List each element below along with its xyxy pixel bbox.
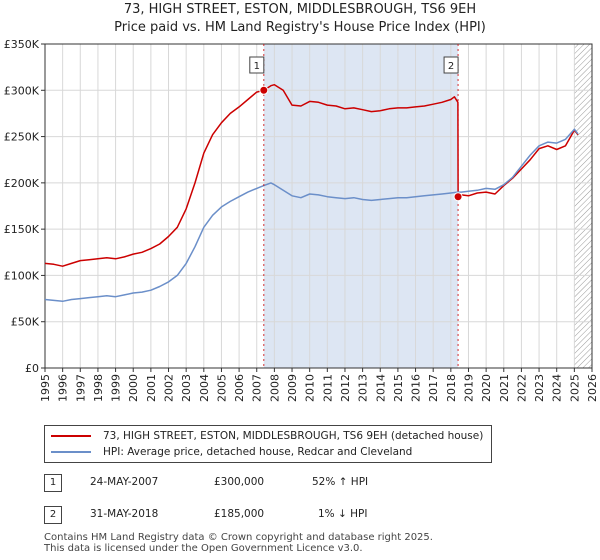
x-tick-label: 2009 bbox=[286, 374, 299, 402]
transaction-hpi-1: 52% ↑ HPI bbox=[312, 476, 369, 488]
chart-subtitle: Price paid vs. HM Land Registry's House … bbox=[114, 20, 486, 35]
x-tick-label: 2019 bbox=[462, 374, 475, 402]
x-tick-label: 2015 bbox=[392, 374, 405, 402]
legend: 73, HIGH STREET, ESTON, MIDDLESBROUGH, T… bbox=[44, 425, 492, 463]
y-tick-label: £200K bbox=[4, 177, 40, 190]
y-tick-label: £250K bbox=[4, 131, 40, 144]
x-tick-label: 2012 bbox=[339, 374, 352, 402]
x-tick-label: 2017 bbox=[427, 374, 440, 402]
x-tick-label: 2025 bbox=[568, 374, 581, 402]
y-tick-label: £100K bbox=[4, 269, 40, 282]
plot-frame bbox=[44, 43, 593, 369]
sale-label-box-2 bbox=[443, 56, 459, 74]
x-tick-label: 2000 bbox=[127, 374, 140, 402]
x-tick-label: 2026 bbox=[586, 374, 599, 402]
x-tick-label: 2016 bbox=[410, 374, 423, 402]
transaction-price-2: £185,000 bbox=[214, 508, 265, 520]
transaction-hpi-2: 1% ↓ HPI bbox=[318, 508, 368, 520]
x-tick-label: 2003 bbox=[180, 374, 193, 402]
transaction-price-1: £300,000 bbox=[214, 476, 265, 488]
x-tick-label: 2018 bbox=[445, 374, 458, 402]
x-tick-label: 2006 bbox=[233, 374, 246, 402]
shaded-range-2 bbox=[574, 44, 592, 368]
x-tick-label: 2020 bbox=[480, 374, 493, 402]
x-tick-label: 2022 bbox=[515, 374, 528, 402]
transaction-marker-1: 1 bbox=[44, 474, 62, 492]
sale-label-2: 2 bbox=[448, 61, 454, 72]
sale-point-2 bbox=[453, 192, 463, 202]
y-tick-label: £350K bbox=[4, 38, 40, 51]
x-tick-label: 2004 bbox=[198, 374, 211, 402]
x-tick-label: 1999 bbox=[110, 374, 123, 402]
transaction-date-1: 24-MAY-2007 bbox=[90, 476, 159, 488]
x-tick-label: 2005 bbox=[215, 374, 228, 402]
y-tick-label: £150K bbox=[4, 223, 40, 236]
legend-label-property: 73, HIGH STREET, ESTON, MIDDLESBROUGH, T… bbox=[103, 430, 484, 442]
legend-label-hpi: HPI: Average price, detached house, Redc… bbox=[103, 446, 413, 458]
x-tick-label: 2002 bbox=[163, 374, 176, 402]
x-tick-label: 2024 bbox=[551, 374, 564, 402]
legend-swatch-red bbox=[51, 435, 91, 437]
sale-label-1: 1 bbox=[254, 61, 260, 72]
footer-copyright: Contains HM Land Registry data © Crown c… bbox=[44, 532, 433, 543]
y-tick-label: £50K bbox=[11, 316, 40, 329]
series-line-property bbox=[44, 83, 579, 267]
transaction-marker-2: 2 bbox=[44, 506, 62, 524]
footer-licence: This data is licensed under the Open Gov… bbox=[44, 543, 363, 554]
x-tick-label: 2010 bbox=[304, 374, 317, 402]
x-tick-label: 2011 bbox=[321, 374, 334, 402]
legend-swatch-blue bbox=[51, 451, 91, 453]
x-tick-label: 2013 bbox=[357, 374, 370, 402]
x-tick-label: 2021 bbox=[498, 374, 511, 402]
y-tick-label: £0 bbox=[25, 362, 39, 375]
price-chart: 1995 1996 1997 1998 1999 2000 2001 2002 2003 2004… bbox=[4, 38, 599, 402]
x-tick-label: 2008 bbox=[268, 374, 281, 402]
shaded-range-1 bbox=[263, 44, 459, 368]
series-line-hpi bbox=[44, 128, 579, 303]
legend-item-property: 73, HIGH STREET, ESTON, MIDDLESBROUGH, T… bbox=[51, 428, 483, 444]
y-tick-label: £300K bbox=[4, 84, 40, 97]
chart-title: 73, HIGH STREET, ESTON, MIDDLESBROUGH, T… bbox=[123, 2, 477, 17]
x-tick-label: 1997 bbox=[74, 374, 87, 402]
x-tick-label: 1998 bbox=[92, 374, 105, 402]
transaction-date-2: 31-MAY-2018 bbox=[90, 508, 159, 520]
legend-item-hpi: HPI: Average price, detached house, Redc… bbox=[51, 444, 412, 460]
x-tick-label: 2007 bbox=[251, 374, 264, 402]
x-tick-label: 1995 bbox=[39, 374, 52, 402]
x-tick-label: 2014 bbox=[374, 374, 387, 402]
x-tick-label: 2001 bbox=[145, 374, 158, 402]
x-tick-label: 1996 bbox=[57, 374, 70, 402]
x-tick-label: 2023 bbox=[533, 374, 546, 402]
sale-point-1 bbox=[259, 85, 269, 95]
sale-label-box-1 bbox=[249, 56, 265, 74]
